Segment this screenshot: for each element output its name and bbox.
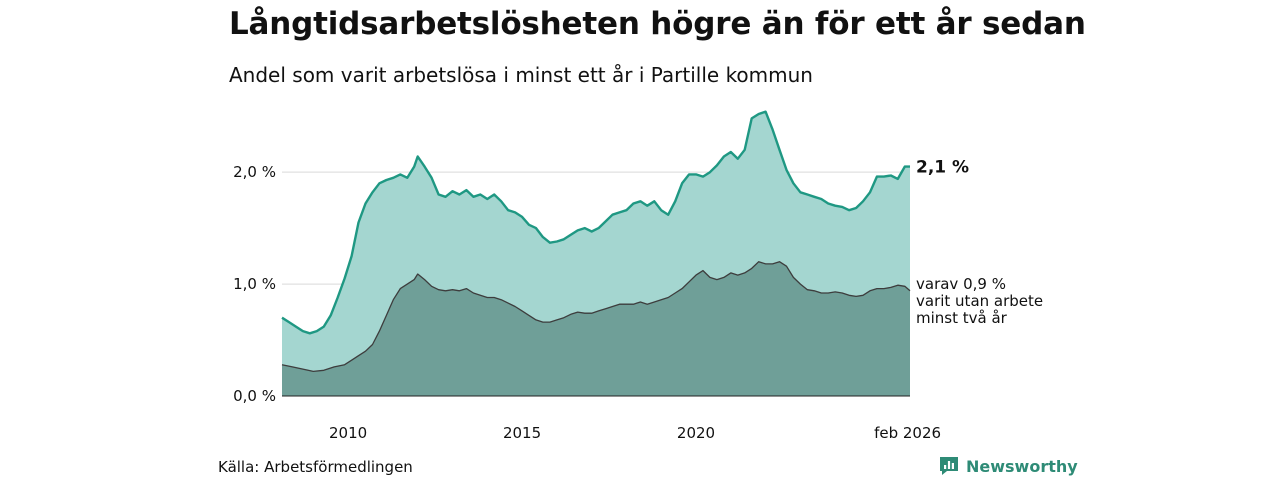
series-line-main <box>281 110 910 335</box>
source-note: Källa: Arbetsförmedlingen <box>218 458 413 476</box>
chart-subtitle: Andel som varit arbetslösa i minst ett å… <box>229 63 813 87</box>
series-line-sub <box>281 261 911 373</box>
x-tick-label: 2010 <box>329 424 367 442</box>
end-label-sub-line: minst två år <box>916 309 1008 327</box>
x-tick-label: 2015 <box>503 424 541 442</box>
x-tick-label: feb 2026 <box>874 424 941 442</box>
end-label-sub-line: varav 0,9 % <box>916 275 1006 293</box>
end-label-main: 2,1 % <box>916 158 969 178</box>
series-area-sub <box>282 261 910 396</box>
end-label-sub-line: varit utan arbete <box>916 292 1043 310</box>
chart-title: Långtidsarbetslösheten högre än för ett … <box>229 6 1086 42</box>
y-tick-label: 0,0 % <box>233 387 276 405</box>
brand-name: Newsworthy <box>966 456 1078 476</box>
brand-logo: Newsworthy <box>938 455 1078 477</box>
x-tick-label: 2020 <box>677 424 715 442</box>
newsworthy-logo-icon <box>940 457 958 475</box>
y-tick-label: 2,0 % <box>233 163 276 181</box>
y-tick-label: 1,0 % <box>233 275 276 293</box>
